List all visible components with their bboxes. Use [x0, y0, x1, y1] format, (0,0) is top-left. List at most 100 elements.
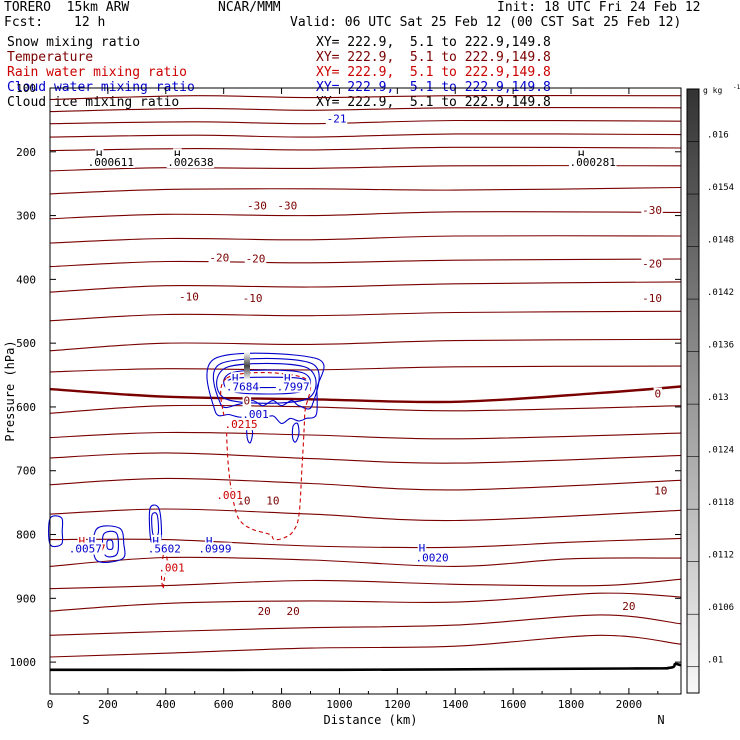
- snow-core-shading: [244, 352, 250, 380]
- isotherm-line: [49, 592, 682, 612]
- snow-label: H: [174, 148, 181, 161]
- x-tick-label: 1800: [558, 698, 585, 711]
- axes: 0 200 400 600 800 1000 1200 1400 1600 1800 2000100…: [3, 82, 682, 727]
- cloud-water-label-mask: [204, 534, 214, 547]
- snow-label-mask: [166, 155, 215, 168]
- isotherm-label: 20: [258, 605, 271, 618]
- snow-label: H: [96, 148, 103, 161]
- init-time: Init: 18 UTC Fri 24 Feb 12: [497, 0, 701, 15]
- x-axis-title: Distance (km): [324, 713, 418, 727]
- cloud-water-contour: [148, 504, 163, 546]
- isotherm-label: -30: [277, 199, 297, 212]
- field-range: XY= 222.9, 5.1 to 222.9,149.8: [316, 35, 551, 50]
- cloud-water-contour: [151, 512, 160, 537]
- colorbar-label: .0112: [707, 551, 734, 561]
- isotherm-label: -20: [246, 252, 266, 265]
- isotherm-label-mask: [621, 599, 637, 612]
- cloud-water-contour: [92, 525, 126, 564]
- y-tick-label: 500: [16, 337, 36, 350]
- y-tick-label: 600: [16, 401, 36, 414]
- cloud-water-label-mask: [414, 551, 450, 564]
- isotherm-label-mask: [653, 387, 663, 400]
- isotherm-label-mask: [244, 252, 267, 265]
- isotherm-line: [49, 537, 682, 549]
- colorbar-label: .013: [707, 393, 729, 403]
- field-label: Rain water mixing ratio: [7, 65, 188, 80]
- cloud-water-label-mask: [325, 112, 348, 125]
- south-endpoint-label: S: [82, 713, 89, 727]
- snow-label: .000281: [570, 156, 616, 169]
- colorbar-label: .0106: [707, 603, 734, 613]
- center-name: NCAR/MMM: [218, 0, 281, 15]
- isotherm-label: 10: [266, 495, 279, 508]
- snow-label-mask: [94, 148, 104, 161]
- isotherm-label-mask: [178, 290, 200, 303]
- y-tick-label: 800: [16, 529, 36, 542]
- snow-label-mask: [87, 155, 135, 168]
- x-tick-label: 1200: [384, 698, 411, 711]
- isotherm-line: [49, 477, 682, 491]
- rain-label: H: [79, 535, 86, 548]
- colorbar-scale: [686, 88, 700, 694]
- temperature-contours: [49, 94, 682, 672]
- isotherm-label-mask: [276, 199, 299, 212]
- rain-label-mask: [215, 488, 244, 501]
- cloud-water-label: H: [152, 535, 159, 548]
- isotherm-label-mask: [641, 203, 663, 216]
- rain-label-mask: [157, 561, 186, 574]
- cloud-water-label: .0020: [416, 551, 449, 564]
- cloud-water-label-mask: [147, 542, 182, 555]
- isotherm-line: [49, 258, 682, 268]
- snow-label-mask: [576, 148, 586, 161]
- isotherm-label-mask: [246, 199, 268, 212]
- isotherm-label-mask: [256, 605, 272, 618]
- isotherm-line: [49, 404, 682, 414]
- cloud-water-label-mask: [241, 407, 270, 420]
- cloud-water-label-mask: [225, 380, 260, 393]
- cloud-water-label: H: [232, 372, 239, 385]
- isotherm-label-mask: [653, 484, 669, 497]
- x-tick-label: 200: [98, 698, 118, 711]
- cloud-water-label-mask: [87, 534, 97, 547]
- isotherm-line: [49, 365, 682, 373]
- x-tick-label: 1000: [326, 698, 353, 711]
- colorbar-label: .0118: [707, 498, 734, 508]
- isotherm-label-mask: [285, 605, 301, 618]
- field-label: Temperature: [7, 50, 94, 65]
- y-tick-label: 400: [16, 273, 36, 286]
- colorbar: .016 .0154 .0148 .0142 .0136 .013 .0124 .0118 .0…: [686, 84, 740, 694]
- rain-label: .001: [158, 562, 185, 575]
- y-tick-label: 700: [16, 465, 36, 478]
- isotherm-label: -20: [642, 257, 662, 270]
- cloud-water-label: .001: [242, 408, 269, 421]
- isotherm-line: [49, 431, 682, 440]
- cloud-water-contour: [212, 357, 320, 410]
- y-tick-label: 300: [16, 210, 36, 223]
- x-tick-label: 400: [156, 698, 176, 711]
- isotherm-line: [49, 94, 682, 101]
- colorbar-label: .0136: [707, 341, 734, 351]
- valid-time: Valid: 06 UTC Sat 25 Feb 12 (00 CST Sat …: [290, 15, 682, 30]
- snow-label-mask: [173, 148, 182, 161]
- north-endpoint-label: N: [657, 713, 664, 727]
- colorbar-unit-exponent: -1: [733, 84, 740, 91]
- isotherm-label: 0: [655, 388, 662, 401]
- isotherm-label: 20: [622, 600, 635, 613]
- cloud-water-label-mask: [230, 372, 240, 385]
- cloud-water-label: .0999: [198, 543, 231, 556]
- isotherm-label: -10: [179, 291, 199, 304]
- cloud-water-contour: [48, 515, 64, 548]
- isotherm-label-mask: [242, 394, 252, 407]
- snow-label: .002638: [167, 156, 213, 169]
- isotherm-line: [49, 614, 682, 636]
- isotherm-line: [49, 452, 682, 464]
- isotherm-label: -10: [243, 292, 263, 305]
- cloud-water-label: H: [89, 535, 96, 548]
- isotherm-line: [49, 556, 682, 567]
- x-tick-label: 600: [214, 698, 234, 711]
- cloud-water-label-mask: [417, 541, 427, 554]
- x-tick-label: 0: [47, 698, 54, 711]
- forecast-value: 12 h: [74, 15, 106, 30]
